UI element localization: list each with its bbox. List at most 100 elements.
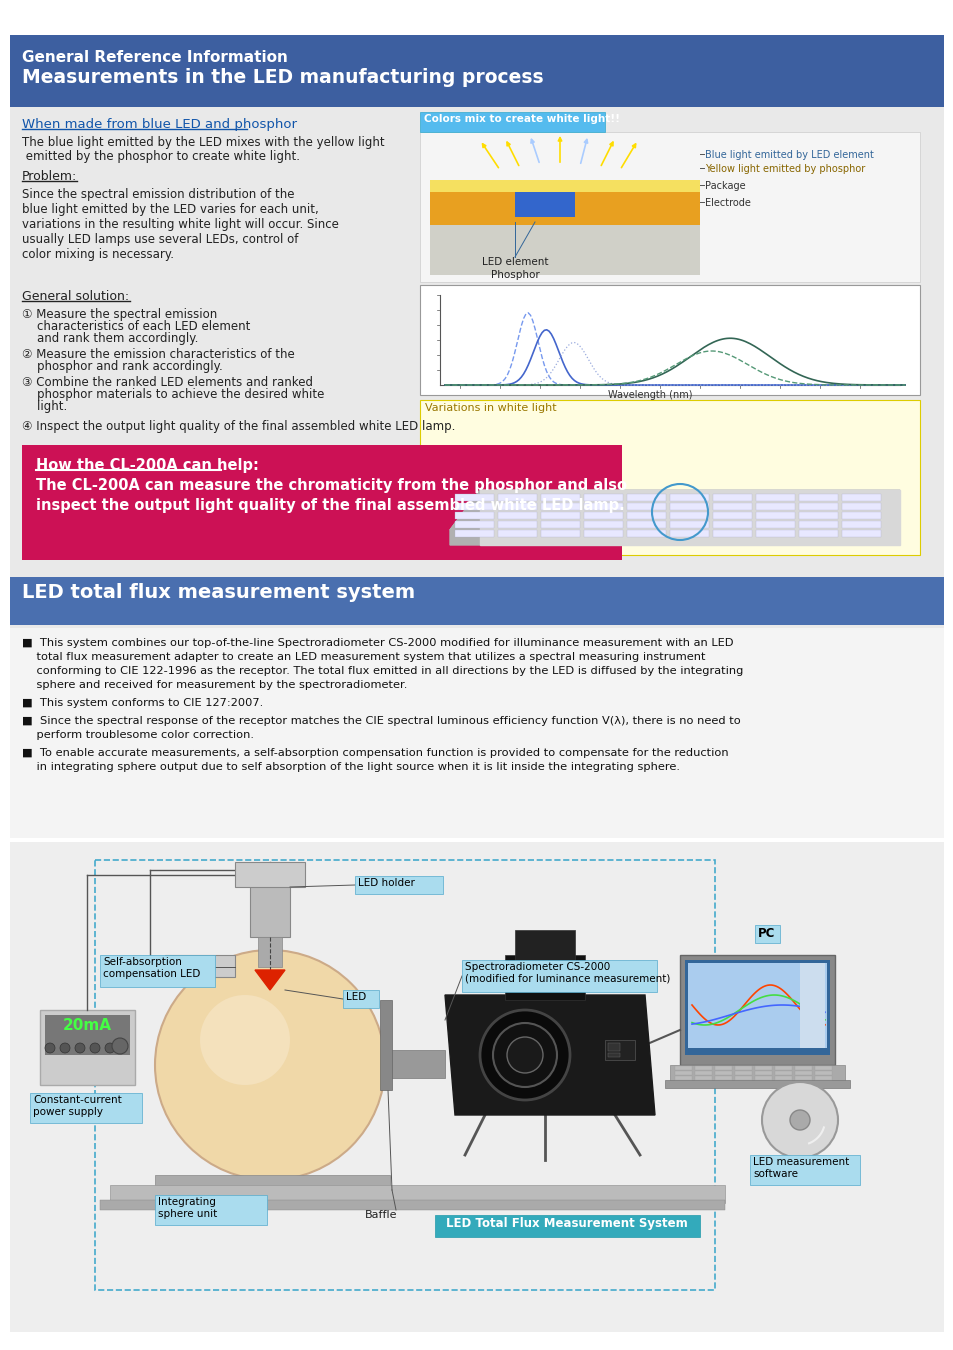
Bar (154, 1195, 267, 1224)
Bar (10, 35, 943, 107)
Text: Spectroradiometer CS-2000
(modified for luminance measurement): Spectroradiometer CS-2000 (modified for … (464, 963, 670, 984)
Bar (607, 1053, 619, 1057)
Text: phosphor materials to achieve the desired white: phosphor materials to achieve the desire… (22, 387, 324, 401)
Bar (154, 1174, 390, 1193)
Bar (669, 504, 708, 510)
Bar (165, 954, 234, 977)
Bar (669, 494, 708, 501)
Text: Electrode: Electrode (704, 198, 750, 208)
Bar (497, 521, 537, 528)
Text: General Reference Information: General Reference Information (22, 50, 288, 65)
Circle shape (105, 1044, 115, 1053)
Bar (515, 192, 575, 217)
Bar (0, 0, 953, 35)
Circle shape (75, 1044, 85, 1053)
Bar (679, 954, 834, 1065)
Bar (755, 531, 794, 537)
Bar (419, 112, 604, 132)
Bar (583, 531, 622, 537)
Circle shape (112, 1038, 128, 1054)
Bar (814, 1076, 831, 1080)
Bar (626, 521, 665, 528)
Bar (419, 400, 919, 555)
Bar (755, 512, 794, 518)
Bar (664, 1080, 849, 1088)
Bar (669, 1065, 844, 1083)
Bar (430, 190, 700, 225)
Text: LED: LED (346, 992, 366, 1002)
Text: sphere and received for measurement by the spectroradiometer.: sphere and received for measurement by t… (22, 680, 407, 690)
Bar (497, 512, 537, 518)
Text: Colors mix to create white light!!: Colors mix to create white light!! (423, 113, 619, 124)
Bar (714, 1071, 731, 1075)
Bar (712, 521, 751, 528)
Bar (540, 494, 579, 501)
Bar (497, 504, 537, 510)
Bar (455, 504, 494, 510)
Text: ③ Combine the ranked LED elements and ranked: ③ Combine the ranked LED elements and ra… (22, 377, 313, 389)
Bar (540, 531, 579, 537)
Circle shape (45, 1044, 55, 1053)
Text: Self-absorption
compensation LED: Self-absorption compensation LED (103, 957, 200, 979)
Bar (695, 1076, 711, 1080)
Bar (435, 1215, 700, 1237)
Bar (799, 504, 837, 510)
Bar (540, 504, 579, 510)
Bar (22, 446, 621, 560)
Text: light.: light. (22, 400, 67, 413)
Text: Yellow light emitted by phosphor: Yellow light emitted by phosphor (704, 163, 864, 174)
Circle shape (60, 1044, 70, 1053)
Bar (675, 1076, 691, 1080)
Text: LED holder: LED holder (357, 878, 415, 888)
Bar (540, 521, 579, 528)
Bar (669, 521, 708, 528)
Text: perform troublesome color correction.: perform troublesome color correction. (22, 730, 253, 740)
Bar (800, 963, 824, 1048)
Bar (675, 1071, 691, 1075)
Text: LED measurement
software: LED measurement software (752, 1157, 848, 1179)
Bar (774, 1066, 791, 1069)
Bar (669, 531, 708, 537)
Bar (755, 504, 794, 510)
Bar (755, 521, 794, 528)
Bar (754, 1076, 771, 1080)
Bar (419, 285, 919, 396)
Bar (799, 521, 837, 528)
Text: ■  This system combines our top-of-the-line Spectroradiometer CS-2000 modified f: ■ This system combines our top-of-the-li… (22, 639, 733, 648)
Bar (583, 494, 622, 501)
Text: Blue light emitted by LED element: Blue light emitted by LED element (704, 150, 873, 161)
Text: LED total flux measurement system: LED total flux measurement system (22, 583, 415, 602)
Text: Package: Package (704, 181, 745, 190)
Bar (355, 876, 442, 894)
Circle shape (154, 950, 385, 1180)
Text: 20mA: 20mA (63, 1018, 112, 1033)
Circle shape (506, 1037, 542, 1073)
Text: The blue light emitted by the LED mixes with the yellow light: The blue light emitted by the LED mixes … (22, 136, 384, 148)
Circle shape (479, 1010, 569, 1100)
Text: Baffle: Baffle (365, 1210, 397, 1220)
Bar (774, 1076, 791, 1080)
Bar (455, 531, 494, 537)
Text: conforming to CIE 122-1996 as the receptor. The total flux emitted in all direct: conforming to CIE 122-1996 as the recept… (22, 666, 742, 676)
Circle shape (789, 1110, 809, 1130)
Bar (749, 1156, 859, 1185)
Bar (687, 963, 826, 1048)
Bar (669, 512, 708, 518)
Bar (626, 512, 665, 518)
Text: PC: PC (758, 927, 775, 940)
Text: emitted by the phosphor to create white light.: emitted by the phosphor to create white … (22, 150, 299, 163)
Bar (754, 1071, 771, 1075)
Text: ② Measure the emission characteristics of the: ② Measure the emission characteristics o… (22, 348, 294, 360)
Bar (734, 1076, 751, 1080)
Bar (799, 512, 837, 518)
Bar (504, 954, 584, 1000)
Bar (841, 521, 880, 528)
Bar (607, 1044, 619, 1052)
Bar (626, 531, 665, 537)
Bar (461, 960, 657, 992)
Text: When made from blue LED and phosphor: When made from blue LED and phosphor (22, 117, 296, 131)
Bar (626, 504, 665, 510)
Bar (455, 512, 494, 518)
Text: Wavelength (nm): Wavelength (nm) (607, 390, 692, 400)
Bar (497, 531, 537, 537)
